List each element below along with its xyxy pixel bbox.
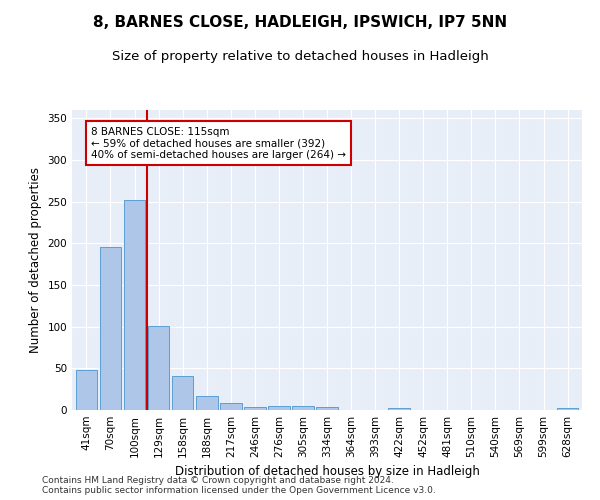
Bar bbox=[268, 406, 290, 410]
Bar bbox=[557, 408, 578, 410]
X-axis label: Distribution of detached houses by size in Hadleigh: Distribution of detached houses by size … bbox=[175, 466, 479, 478]
Text: Contains HM Land Registry data © Crown copyright and database right 2024.
Contai: Contains HM Land Registry data © Crown c… bbox=[42, 476, 436, 495]
Bar bbox=[316, 406, 338, 410]
Text: Size of property relative to detached houses in Hadleigh: Size of property relative to detached ho… bbox=[112, 50, 488, 63]
Bar bbox=[172, 376, 193, 410]
Text: 8 BARNES CLOSE: 115sqm
← 59% of detached houses are smaller (392)
40% of semi-de: 8 BARNES CLOSE: 115sqm ← 59% of detached… bbox=[91, 126, 346, 160]
Text: 8, BARNES CLOSE, HADLEIGH, IPSWICH, IP7 5NN: 8, BARNES CLOSE, HADLEIGH, IPSWICH, IP7 … bbox=[93, 15, 507, 30]
Bar bbox=[388, 408, 410, 410]
Bar bbox=[100, 246, 121, 410]
Bar bbox=[124, 200, 145, 410]
Bar bbox=[292, 406, 314, 410]
Bar bbox=[196, 396, 218, 410]
Bar bbox=[76, 370, 97, 410]
Bar bbox=[220, 402, 242, 410]
Bar bbox=[244, 406, 266, 410]
Bar bbox=[148, 326, 169, 410]
Y-axis label: Number of detached properties: Number of detached properties bbox=[29, 167, 42, 353]
